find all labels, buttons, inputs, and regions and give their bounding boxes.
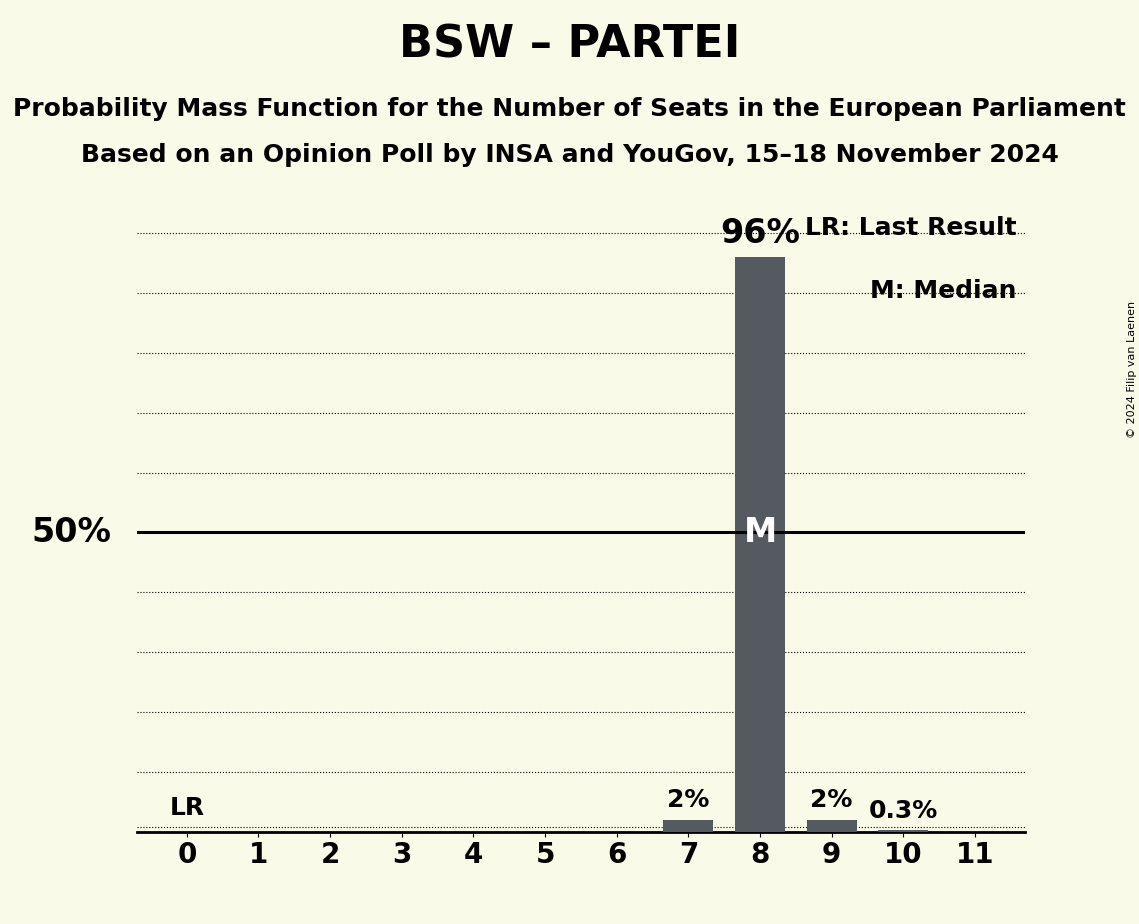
Text: Based on an Opinion Poll by INSA and YouGov, 15–18 November 2024: Based on an Opinion Poll by INSA and You…: [81, 143, 1058, 167]
Text: 50%: 50%: [32, 516, 112, 549]
Text: M: Median: M: Median: [870, 279, 1016, 303]
Text: LR: LR: [170, 796, 204, 820]
Text: 0.3%: 0.3%: [869, 798, 937, 822]
Text: BSW – PARTEI: BSW – PARTEI: [399, 23, 740, 67]
Bar: [663, 820, 713, 832]
Text: 96%: 96%: [720, 217, 800, 250]
Bar: [806, 820, 857, 832]
Text: 2%: 2%: [667, 788, 710, 812]
Text: © 2024 Filip van Laenen: © 2024 Filip van Laenen: [1126, 301, 1137, 438]
Text: Probability Mass Function for the Number of Seats in the European Parliament: Probability Mass Function for the Number…: [13, 97, 1126, 121]
Text: LR: Last Result: LR: Last Result: [804, 216, 1016, 240]
Bar: [735, 257, 785, 832]
Bar: [878, 830, 928, 832]
Text: M: M: [744, 516, 777, 549]
Text: 2%: 2%: [811, 788, 853, 812]
